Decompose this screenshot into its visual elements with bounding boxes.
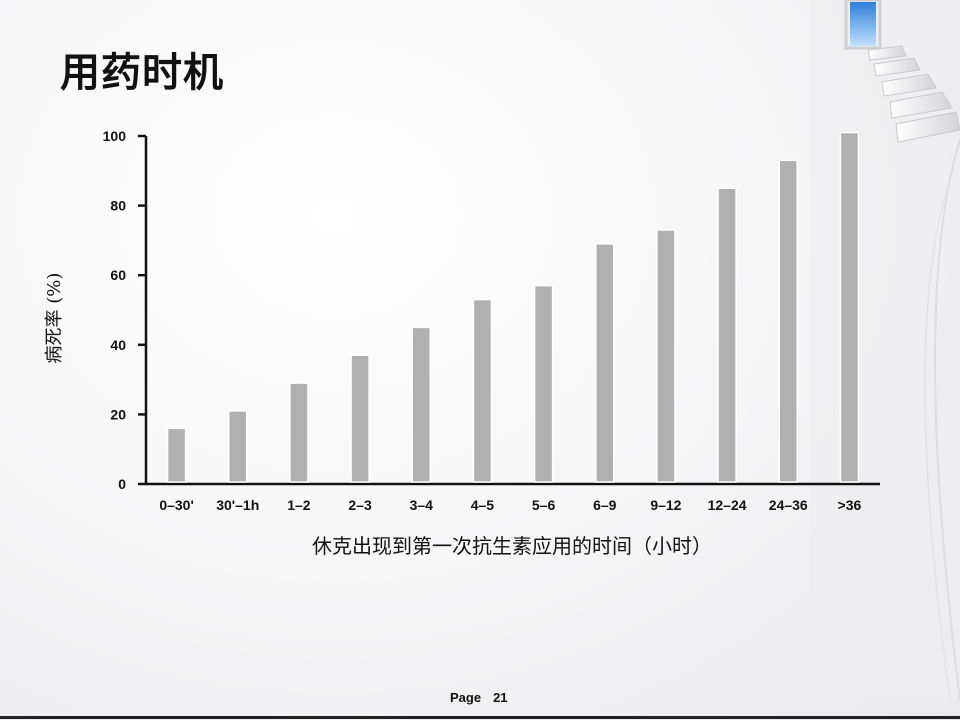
bar: [472, 298, 493, 483]
y-tick-label: 40: [110, 337, 126, 353]
x-category-label: 1–2: [287, 497, 311, 513]
x-category-label: 4–5: [471, 497, 495, 513]
bar: [228, 410, 248, 483]
bar: [533, 284, 554, 483]
bar: [595, 243, 615, 483]
x-category-label: 0–30': [159, 497, 193, 513]
y-axis-label: 病死率 (%): [44, 273, 65, 364]
bar: [839, 131, 860, 483]
y-tick-label: 0: [118, 476, 126, 492]
x-category-label: 2–3: [348, 497, 372, 513]
y-tick-label: 80: [110, 198, 126, 214]
x-category-label: 24–36: [769, 497, 808, 513]
y-tick-label: 20: [110, 406, 126, 422]
y-tick-label: 60: [110, 267, 126, 283]
bottom-rule: [0, 716, 960, 719]
bar: [166, 427, 187, 483]
x-category-label: 6–9: [593, 497, 617, 513]
x-category-label: 30'–1h: [216, 497, 259, 513]
category-labels: 0–30' 30'–1h 1–2 2–3 3–4 4–5 5–6 6–9 9–12 12–24 24…: [159, 497, 861, 513]
x-category-label: 3–4: [410, 497, 434, 513]
bar: [289, 382, 309, 483]
page-number-value: 21: [493, 690, 508, 705]
x-category-label: 12–24: [708, 497, 747, 513]
x-category-label: >36: [838, 497, 862, 513]
bar: [778, 159, 798, 483]
slide-title: 用药时机: [60, 50, 224, 96]
page-number: Page 21: [450, 690, 508, 705]
bar: [717, 187, 737, 483]
bar: [350, 354, 370, 483]
bar: [656, 229, 676, 483]
x-category-label: 5–6: [532, 497, 556, 513]
y-axis: 0 20 40 60 80 100: [103, 128, 148, 492]
y-tick-label: 100: [103, 128, 127, 144]
bars: [166, 131, 860, 483]
staircase-decoration: [810, 0, 960, 700]
page-label: Page: [450, 690, 482, 705]
x-axis-label: 休克出现到第一次抗生素应用的时间（小时）: [312, 534, 712, 558]
x-category-label: 9–12: [650, 497, 681, 513]
bar: [411, 326, 431, 483]
